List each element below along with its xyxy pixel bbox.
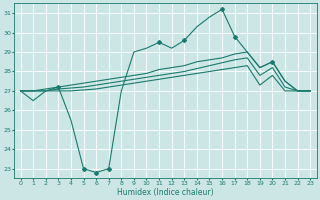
X-axis label: Humidex (Indice chaleur): Humidex (Indice chaleur) — [117, 188, 214, 197]
